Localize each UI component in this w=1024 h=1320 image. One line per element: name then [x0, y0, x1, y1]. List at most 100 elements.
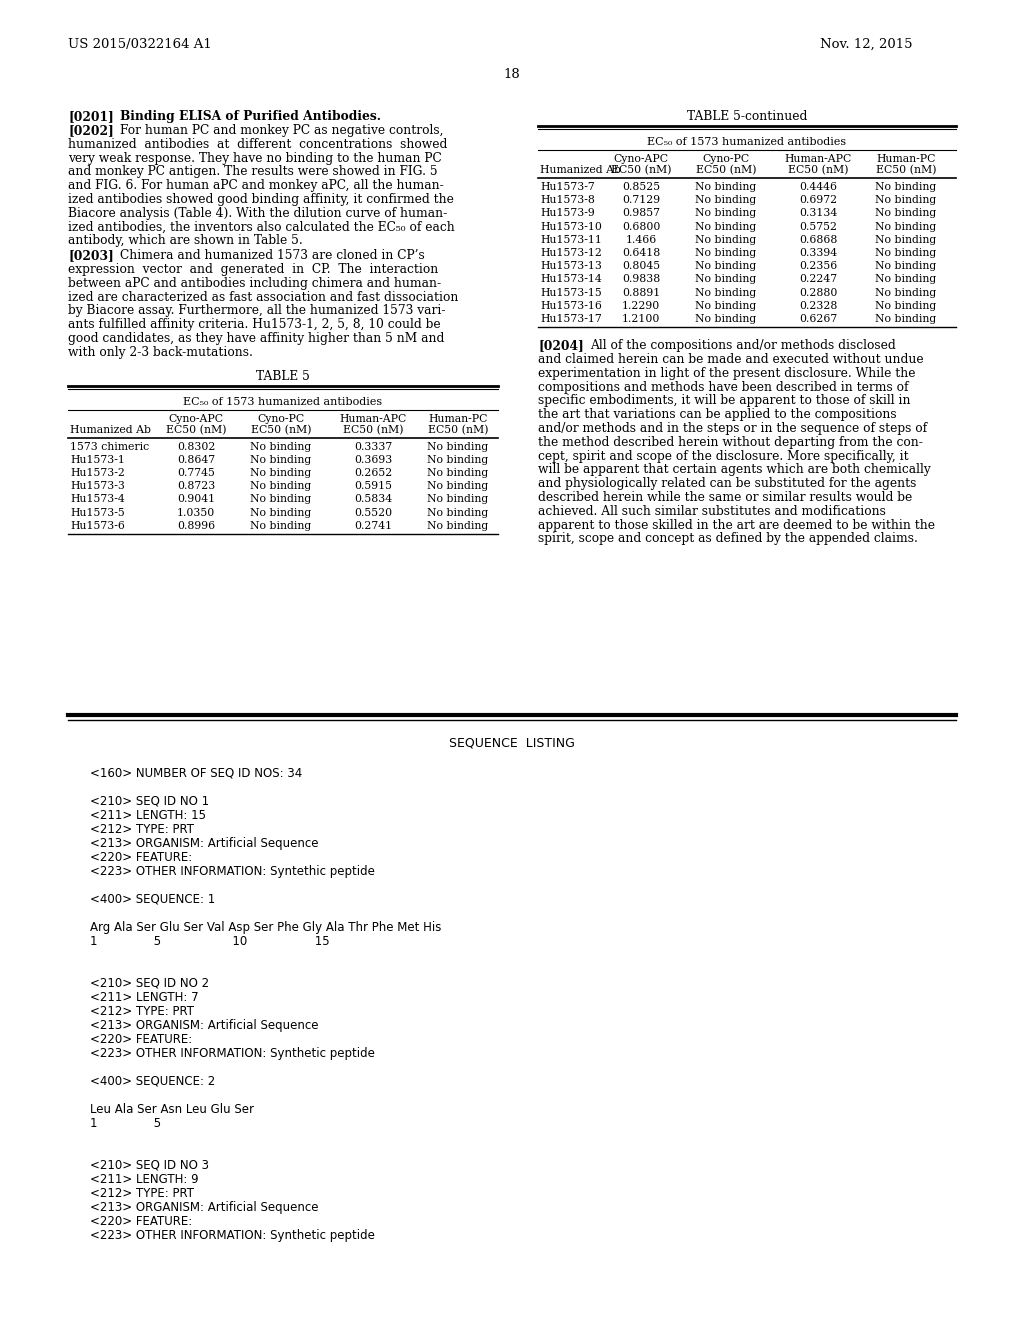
Text: 0.6418: 0.6418 — [622, 248, 660, 257]
Text: 0.2652: 0.2652 — [354, 469, 392, 478]
Text: No binding: No binding — [876, 222, 937, 231]
Text: 0.8647: 0.8647 — [177, 455, 215, 465]
Text: No binding: No binding — [876, 275, 937, 284]
Text: <400> SEQUENCE: 2: <400> SEQUENCE: 2 — [90, 1074, 215, 1088]
Text: 0.2328: 0.2328 — [799, 301, 838, 310]
Text: No binding: No binding — [427, 508, 488, 517]
Text: Cyno-PC: Cyno-PC — [257, 413, 304, 424]
Text: achieved. All such similar substitutes and modifications: achieved. All such similar substitutes a… — [538, 504, 886, 517]
Text: apparent to those skilled in the art are deemed to be within the: apparent to those skilled in the art are… — [538, 519, 935, 532]
Text: Hu1573-16: Hu1573-16 — [540, 301, 602, 310]
Text: No binding: No binding — [695, 301, 757, 310]
Text: expression  vector  and  generated  in  CP.  The  interaction: expression vector and generated in CP. T… — [68, 263, 438, 276]
Text: 0.7745: 0.7745 — [177, 469, 215, 478]
Text: very weak response. They have no binding to the human PC: very weak response. They have no binding… — [68, 152, 441, 165]
Text: and/or methods and in the steps or in the sequence of steps of: and/or methods and in the steps or in th… — [538, 422, 927, 436]
Text: No binding: No binding — [876, 314, 937, 323]
Text: <223> OTHER INFORMATION: Synthetic peptide: <223> OTHER INFORMATION: Synthetic pepti… — [90, 1229, 375, 1242]
Text: EC50 (nM): EC50 (nM) — [343, 425, 403, 434]
Text: Humanized Ab: Humanized Ab — [540, 165, 621, 176]
Text: 0.3693: 0.3693 — [354, 455, 392, 465]
Text: experimentation in light of the present disclosure. While the: experimentation in light of the present … — [538, 367, 915, 380]
Text: 1.0350: 1.0350 — [177, 508, 215, 517]
Text: 0.2356: 0.2356 — [799, 261, 838, 271]
Text: 0.8302: 0.8302 — [177, 442, 215, 451]
Text: No binding: No binding — [876, 235, 937, 244]
Text: No binding: No binding — [427, 482, 488, 491]
Text: No binding: No binding — [695, 248, 757, 257]
Text: specific embodiments, it will be apparent to those of skill in: specific embodiments, it will be apparen… — [538, 395, 910, 408]
Text: Hu1573-2: Hu1573-2 — [70, 469, 125, 478]
Text: 1.2290: 1.2290 — [622, 301, 660, 310]
Text: All of the compositions and/or methods disclosed: All of the compositions and/or methods d… — [590, 339, 896, 352]
Text: TABLE 5-continued: TABLE 5-continued — [687, 110, 807, 123]
Text: Leu Ala Ser Asn Leu Glu Ser: Leu Ala Ser Asn Leu Glu Ser — [90, 1104, 254, 1115]
Text: will be apparent that certain agents which are both chemically: will be apparent that certain agents whi… — [538, 463, 931, 477]
Text: EC50 (nM): EC50 (nM) — [787, 165, 848, 176]
Text: 0.6972: 0.6972 — [799, 195, 837, 205]
Text: Cyno-APC: Cyno-APC — [613, 154, 669, 164]
Text: Hu1573-13: Hu1573-13 — [540, 261, 602, 271]
Text: Binding ELISA of Purified Antibodies.: Binding ELISA of Purified Antibodies. — [120, 110, 381, 123]
Text: Hu1573-9: Hu1573-9 — [540, 209, 595, 218]
Text: <211> LENGTH: 15: <211> LENGTH: 15 — [90, 809, 206, 822]
Text: ants fulfilled affinity criteria. Hu1573-1, 2, 5, 8, 10 could be: ants fulfilled affinity criteria. Hu1573… — [68, 318, 440, 331]
Text: 0.5915: 0.5915 — [354, 482, 392, 491]
Text: EC₅₀ of 1573 humanized antibodies: EC₅₀ of 1573 humanized antibodies — [183, 396, 383, 407]
Text: 0.6267: 0.6267 — [799, 314, 838, 323]
Text: Nov. 12, 2015: Nov. 12, 2015 — [820, 38, 912, 51]
Text: Hu1573-5: Hu1573-5 — [70, 508, 125, 517]
Text: Humanized Ab: Humanized Ab — [70, 425, 151, 434]
Text: <213> ORGANISM: Artificial Sequence: <213> ORGANISM: Artificial Sequence — [90, 837, 318, 850]
Text: and claimed herein can be made and executed without undue: and claimed herein can be made and execu… — [538, 352, 924, 366]
Text: Hu1573-4: Hu1573-4 — [70, 495, 125, 504]
Text: [0204]: [0204] — [538, 339, 584, 352]
Text: EC50 (nM): EC50 (nM) — [428, 425, 488, 434]
Text: spirit, scope and concept as defined by the appended claims.: spirit, scope and concept as defined by … — [538, 532, 918, 545]
Text: <220> FEATURE:: <220> FEATURE: — [90, 1034, 193, 1045]
Text: <210> SEQ ID NO 2: <210> SEQ ID NO 2 — [90, 977, 209, 990]
Text: <210> SEQ ID NO 1: <210> SEQ ID NO 1 — [90, 795, 209, 808]
Text: Hu1573-17: Hu1573-17 — [540, 314, 602, 323]
Text: No binding: No binding — [251, 482, 311, 491]
Text: [0202]: [0202] — [68, 124, 114, 137]
Text: <211> LENGTH: 9: <211> LENGTH: 9 — [90, 1173, 199, 1185]
Text: ized antibodies, the inventors also calculated the EC₅₀ of each: ized antibodies, the inventors also calc… — [68, 220, 455, 234]
Text: No binding: No binding — [251, 521, 311, 531]
Text: No binding: No binding — [427, 469, 488, 478]
Text: No binding: No binding — [876, 248, 937, 257]
Text: No binding: No binding — [876, 209, 937, 218]
Text: 1               5: 1 5 — [90, 1117, 161, 1130]
Text: 1573 chimeric: 1573 chimeric — [70, 442, 150, 451]
Text: 0.3134: 0.3134 — [799, 209, 838, 218]
Text: 1.466: 1.466 — [626, 235, 656, 244]
Text: 0.7129: 0.7129 — [622, 195, 660, 205]
Text: No binding: No binding — [251, 469, 311, 478]
Text: No binding: No binding — [251, 442, 311, 451]
Text: 0.8996: 0.8996 — [177, 521, 215, 531]
Text: No binding: No binding — [695, 235, 757, 244]
Text: 0.6800: 0.6800 — [622, 222, 660, 231]
Text: 0.8525: 0.8525 — [622, 182, 660, 191]
Text: Hu1573-10: Hu1573-10 — [540, 222, 602, 231]
Text: No binding: No binding — [876, 261, 937, 271]
Text: <220> FEATURE:: <220> FEATURE: — [90, 1214, 193, 1228]
Text: cept, spirit and scope of the disclosure. More specifically, it: cept, spirit and scope of the disclosure… — [538, 450, 908, 462]
Text: EC50 (nM): EC50 (nM) — [251, 425, 311, 434]
Text: <212> TYPE: PRT: <212> TYPE: PRT — [90, 1187, 194, 1200]
Text: 0.9838: 0.9838 — [622, 275, 660, 284]
Text: Cyno-APC: Cyno-APC — [169, 413, 223, 424]
Text: Human-PC: Human-PC — [877, 154, 936, 164]
Text: No binding: No binding — [251, 495, 311, 504]
Text: Hu1573-11: Hu1573-11 — [540, 235, 602, 244]
Text: compositions and methods have been described in terms of: compositions and methods have been descr… — [538, 380, 908, 393]
Text: Arg Ala Ser Glu Ser Val Asp Ser Phe Gly Ala Thr Phe Met His: Arg Ala Ser Glu Ser Val Asp Ser Phe Gly … — [90, 921, 441, 935]
Text: For human PC and monkey PC as negative controls,: For human PC and monkey PC as negative c… — [120, 124, 443, 137]
Text: humanized  antibodies  at  different  concentrations  showed: humanized antibodies at different concen… — [68, 137, 447, 150]
Text: No binding: No binding — [695, 314, 757, 323]
Text: 0.8723: 0.8723 — [177, 482, 215, 491]
Text: <211> LENGTH: 7: <211> LENGTH: 7 — [90, 991, 199, 1005]
Text: 1.2100: 1.2100 — [622, 314, 660, 323]
Text: the art that variations can be applied to the compositions: the art that variations can be applied t… — [538, 408, 897, 421]
Text: 18: 18 — [504, 69, 520, 81]
